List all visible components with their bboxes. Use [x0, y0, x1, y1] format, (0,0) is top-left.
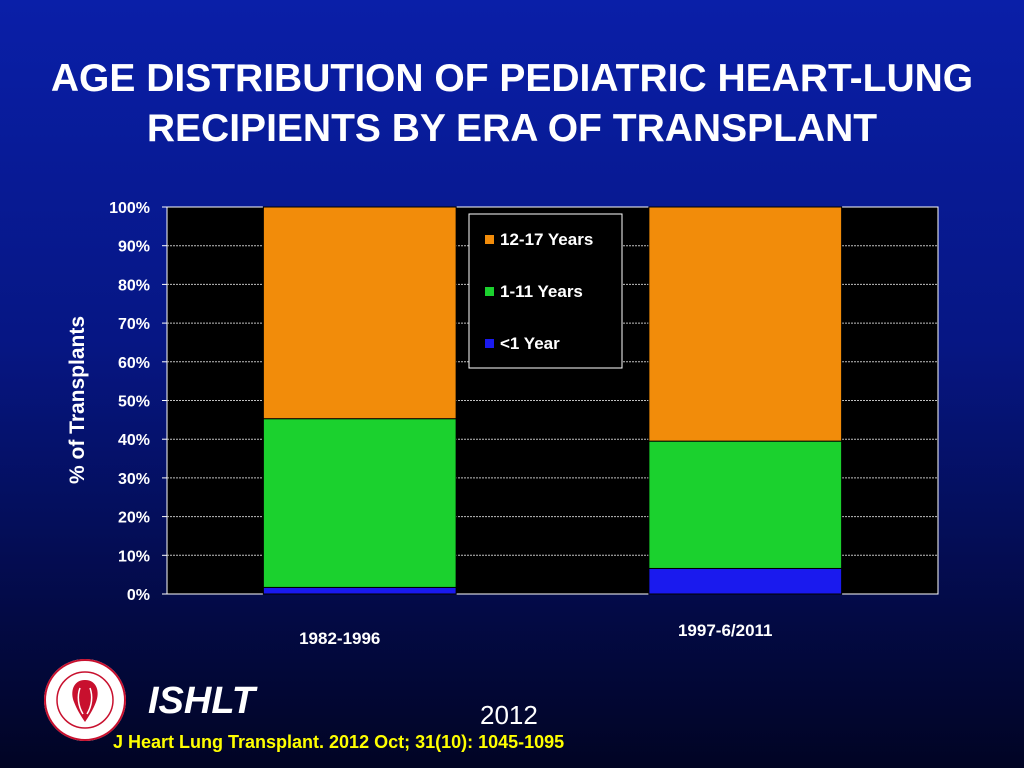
y-tick-label: 50% — [118, 394, 150, 411]
legend-label: 1-11 Years — [500, 282, 583, 301]
slide-title: AGE DISTRIBUTION OF PEDIATRIC HEART-LUNG… — [0, 54, 1024, 154]
y-tick-label: 60% — [118, 355, 150, 372]
y-tick-label: 100% — [109, 200, 150, 217]
y-tick-label: 80% — [118, 277, 150, 294]
y-tick-label: 30% — [118, 471, 150, 488]
x-tick-labels: 1982-1996 1997-6/2011 — [299, 621, 772, 648]
legend-swatch — [485, 339, 494, 348]
ishlt-label: ISHLT — [148, 680, 255, 722]
legend: 12-17 Years 1-11 Years <1 Year — [468, 213, 623, 369]
slide-title-line-2: RECIPIENTS BY ERA OF TRANSPLANT — [146, 107, 878, 150]
bar-segment — [262, 418, 457, 588]
x-tick-label: 1982-1996 — [299, 629, 380, 648]
citation: J Heart Lung Transplant. 2012 Oct; 31(10… — [113, 732, 565, 752]
legend-swatch — [485, 287, 494, 296]
bar-segment — [262, 206, 457, 420]
publication-year: 2012 — [480, 700, 538, 730]
y-tick-label: 10% — [118, 548, 150, 565]
y-tick-label: 90% — [118, 239, 150, 256]
y-tick-labels: 0% 10% 20% 30% 40% 50% 60% 70% 80% 90% 100% — [109, 200, 167, 604]
y-tick-label: 70% — [118, 316, 150, 333]
legend-label: 12-17 Years — [500, 230, 593, 249]
bar-segment — [648, 440, 843, 569]
legend-box — [468, 213, 623, 369]
y-axis-label: % of Transplants — [66, 316, 89, 484]
y-tick-label: 20% — [118, 510, 150, 527]
legend-label: <1 Year — [500, 334, 560, 353]
bar-segment — [262, 586, 457, 595]
x-tick-label: 1997-6/2011 — [678, 621, 773, 640]
ishlt-logo — [44, 659, 126, 741]
bars — [262, 206, 843, 595]
chart: 0% 10% 20% 30% 40% 50% 60% 70% 80% 90% 100% 1982-1… — [66, 200, 939, 648]
y-tick-label: 0% — [127, 587, 150, 604]
y-tick-label: 40% — [118, 432, 150, 449]
slide-title-line-1: AGE DISTRIBUTION OF PEDIATRIC HEART-LUNG — [50, 57, 974, 100]
legend-swatch — [485, 235, 494, 244]
bar-segment — [648, 567, 843, 595]
bar-segment — [648, 206, 843, 442]
